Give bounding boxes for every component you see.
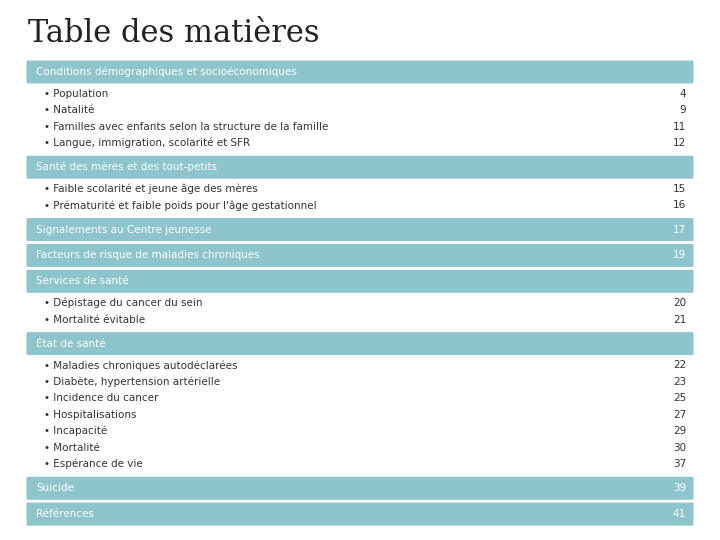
Text: • Mortalité évitable: • Mortalité évitable: [44, 314, 145, 325]
Text: 25: 25: [672, 393, 686, 403]
Text: • Faible scolarité et jeune âge des mères: • Faible scolarité et jeune âge des mère…: [44, 184, 258, 194]
Text: 11: 11: [672, 122, 686, 132]
Text: 23: 23: [672, 377, 686, 387]
Text: 27: 27: [672, 410, 686, 420]
FancyBboxPatch shape: [27, 218, 693, 241]
Text: 21: 21: [672, 314, 686, 325]
Text: • Diabète, hypertension artérielle: • Diabète, hypertension artérielle: [44, 376, 220, 387]
FancyBboxPatch shape: [27, 477, 693, 500]
Text: Suicide: Suicide: [36, 483, 74, 493]
Text: • Langue, immigration, scolarité et SFR: • Langue, immigration, scolarité et SFR: [44, 138, 250, 148]
Text: 15: 15: [672, 184, 686, 194]
Text: • Hospitalisations: • Hospitalisations: [44, 410, 137, 420]
FancyBboxPatch shape: [27, 332, 693, 355]
Text: • Familles avec enfants selon la structure de la famille: • Familles avec enfants selon la structu…: [44, 122, 328, 132]
Text: 30: 30: [673, 443, 686, 453]
Text: 17: 17: [672, 225, 686, 234]
Text: • Maladies chroniques autodéclarées: • Maladies chroniques autodéclarées: [44, 360, 238, 370]
Text: 12: 12: [672, 138, 686, 148]
Text: • Incidence du cancer: • Incidence du cancer: [44, 393, 158, 403]
Text: Facteurs de risque de maladies chroniques: Facteurs de risque de maladies chronique…: [36, 251, 260, 260]
Text: 16: 16: [672, 200, 686, 211]
Text: • Incapacité: • Incapacité: [44, 426, 107, 436]
Text: 29: 29: [672, 426, 686, 436]
Text: 19: 19: [672, 251, 686, 260]
Text: 41: 41: [672, 509, 686, 519]
Text: • Population: • Population: [44, 89, 108, 99]
Text: 39: 39: [672, 483, 686, 493]
FancyBboxPatch shape: [27, 503, 693, 525]
FancyBboxPatch shape: [27, 244, 693, 267]
FancyBboxPatch shape: [27, 156, 693, 179]
FancyBboxPatch shape: [27, 270, 693, 293]
Text: Services de santé: Services de santé: [36, 276, 129, 286]
Text: 20: 20: [673, 298, 686, 308]
Text: Santé des mères et des tout-petits: Santé des mères et des tout-petits: [36, 162, 217, 172]
Text: Références: Références: [36, 509, 94, 519]
Text: • Espérance de vie: • Espérance de vie: [44, 459, 143, 469]
FancyBboxPatch shape: [27, 60, 693, 84]
Text: 37: 37: [672, 459, 686, 469]
Text: • Prématurité et faible poids pour l'âge gestationnel: • Prématurité et faible poids pour l'âge…: [44, 200, 317, 211]
Text: Table des matières: Table des matières: [28, 18, 320, 49]
Text: • Natalité: • Natalité: [44, 105, 94, 115]
Text: État de santé: État de santé: [36, 339, 106, 349]
Text: Conditions démographiques et socioéconomiques: Conditions démographiques et socioéconom…: [36, 67, 297, 77]
Text: • Mortalité: • Mortalité: [44, 443, 100, 453]
Text: 22: 22: [672, 360, 686, 370]
Text: • Dépistage du cancer du sein: • Dépistage du cancer du sein: [44, 298, 202, 308]
Text: Signalements au Centre jeunesse: Signalements au Centre jeunesse: [36, 225, 212, 234]
Text: 9: 9: [680, 105, 686, 115]
Text: 4: 4: [680, 89, 686, 99]
